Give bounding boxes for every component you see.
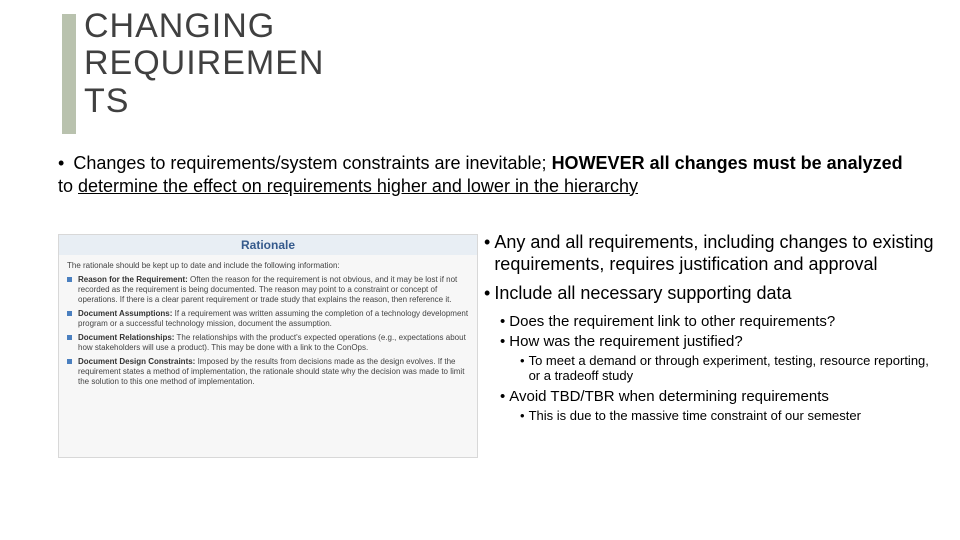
bullet-icon: • xyxy=(500,313,505,331)
square-icon xyxy=(67,311,72,316)
main-bullet-underline: determine the effect on requirements hig… xyxy=(78,176,638,196)
sub-sub-bullet: • To meet a demand or through experiment… xyxy=(520,353,944,384)
rationale-panel: Rationale The rationale should be kept u… xyxy=(58,234,478,458)
main-bullet-pre: Changes to requirements/system constrain… xyxy=(73,153,551,173)
rationale-item: Document Design Constraints: Imposed by … xyxy=(67,357,469,387)
bullet-icon: • xyxy=(500,388,505,406)
main-bullet: • Changes to requirements/system constra… xyxy=(58,152,920,197)
sub-bullet: • How was the requirement justified? xyxy=(500,333,944,351)
sub-bullet: • Does the requirement link to other req… xyxy=(500,313,944,331)
main-bullet-bold: HOWEVER all changes must be analyzed xyxy=(552,153,903,173)
bullet-icon: • xyxy=(500,333,505,351)
bullet-icon: • xyxy=(520,408,525,424)
rationale-body: The rationale should be kept up to date … xyxy=(59,255,477,397)
square-icon xyxy=(67,277,72,282)
sub-bullet: • Avoid TBD/TBR when determining require… xyxy=(500,388,944,406)
rationale-item: Reason for the Requirement: Often the re… xyxy=(67,275,469,305)
right-column: • Any and all requirements, including ch… xyxy=(484,232,944,428)
bullet-icon: • xyxy=(484,283,490,305)
rationale-header: Rationale xyxy=(59,235,477,255)
rationale-item: Document Assumptions: If a requirement w… xyxy=(67,309,469,329)
title-block: CHANGING REQUIREMENTS xyxy=(62,8,344,120)
right-bullet-1: • Any and all requirements, including ch… xyxy=(484,232,944,275)
title-accent-bar xyxy=(62,14,76,134)
slide-title: CHANGING REQUIREMENTS xyxy=(84,8,344,120)
square-icon xyxy=(67,359,72,364)
rationale-item: Document Relationships: The relationship… xyxy=(67,333,469,353)
bullet-icon: • xyxy=(58,153,64,173)
rationale-intro: The rationale should be kept up to date … xyxy=(67,261,469,271)
right-bullet-2: • Include all necessary supporting data xyxy=(484,283,944,305)
bullet-icon: • xyxy=(484,232,490,275)
square-icon xyxy=(67,335,72,340)
sub-sub-bullet: • This is due to the massive time constr… xyxy=(520,408,944,424)
bullet-icon: • xyxy=(520,353,525,384)
main-bullet-post: to xyxy=(58,176,78,196)
rationale-list: Reason for the Requirement: Often the re… xyxy=(67,275,469,387)
